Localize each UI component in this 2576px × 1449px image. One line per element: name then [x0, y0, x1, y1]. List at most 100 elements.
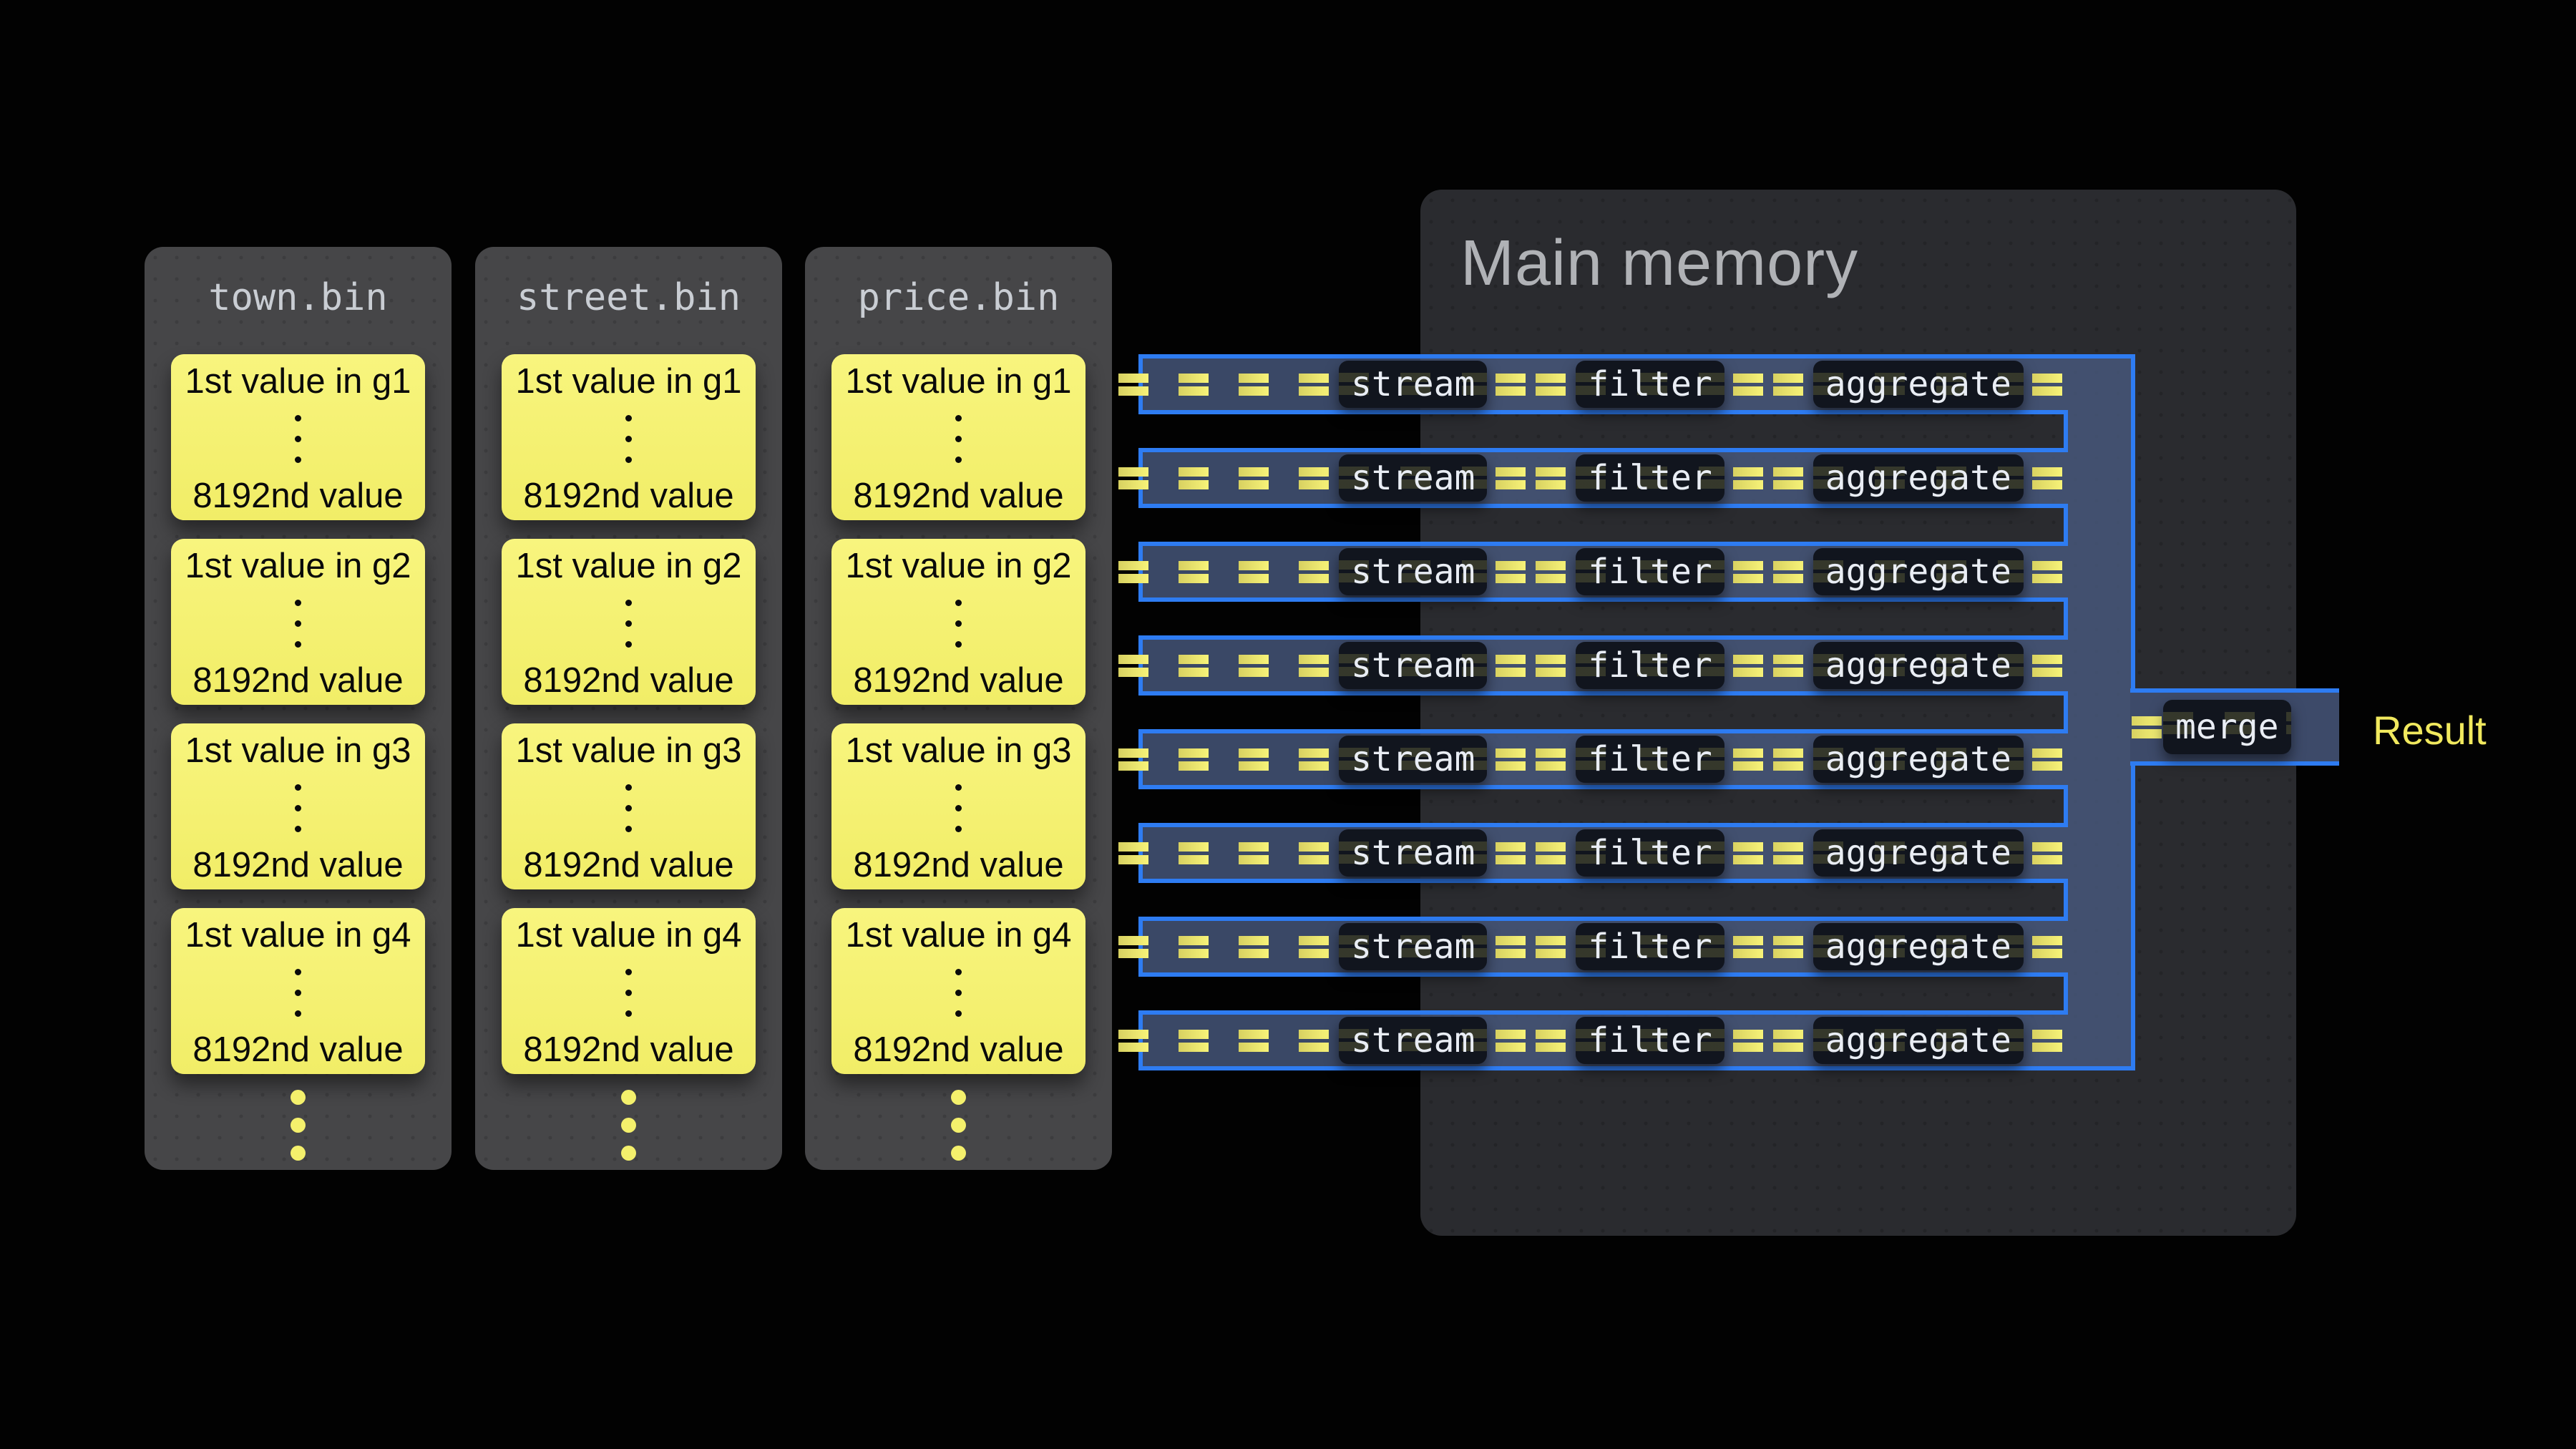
- ellipsis-dot-icon: [621, 1118, 636, 1133]
- data-flow-dash-icon: [1536, 467, 1566, 489]
- values-ellipsis-icon: [295, 599, 301, 648]
- data-flow-dash-icon: [1536, 935, 1566, 958]
- ellipsis-dot-icon: [625, 620, 632, 627]
- aggregate-operator-box: aggregate: [1813, 642, 2024, 689]
- row-group-last-value-label: 8192nd value: [192, 661, 404, 700]
- ellipsis-dot-icon: [955, 640, 962, 648]
- row-group-last-value-label: 8192nd value: [853, 661, 1064, 700]
- data-flow-dash-icon: [1118, 1029, 1148, 1052]
- ellipsis-dot-icon: [291, 1146, 306, 1161]
- data-flow-dash-icon: [1496, 654, 1526, 677]
- data-flow-dash-icon: [1536, 654, 1566, 677]
- data-flow-dash-icon: [1179, 373, 1209, 396]
- row-group-first-value-label: 1st value in g3: [185, 731, 411, 770]
- merge-connector: merge: [2130, 688, 2339, 766]
- row-group-first-value-label: 1st value in g1: [515, 362, 742, 401]
- data-flow-dash-icon: [1772, 560, 1803, 583]
- ellipsis-dot-icon: [625, 804, 632, 811]
- row-group-cell: 1st value in g4 8192nd value: [502, 908, 756, 1074]
- filter-operator-box: filter: [1576, 923, 1724, 970]
- ellipsis-dot-icon: [625, 1010, 632, 1017]
- data-flow-dash-icon: [1496, 748, 1526, 771]
- row-group-last-value-label: 8192nd value: [192, 846, 404, 884]
- data-flow-dash-icon: [1536, 373, 1566, 396]
- values-ellipsis-icon: [955, 784, 962, 832]
- ellipsis-dot-icon: [625, 414, 632, 421]
- data-flow-dash-icon: [1732, 935, 1763, 958]
- data-flow-dash-icon: [1299, 467, 1329, 489]
- row-group-last-value-label: 8192nd value: [853, 1030, 1064, 1069]
- data-flow-dash-icon: [1239, 373, 1269, 396]
- data-flow-dash-icon: [1179, 935, 1209, 958]
- more-row-groups-ellipsis-icon: [145, 1090, 452, 1161]
- stream-operator-box: stream: [1339, 454, 1487, 502]
- row-group-last-value-label: 8192nd value: [523, 661, 734, 700]
- values-ellipsis-icon: [955, 599, 962, 648]
- ellipsis-dot-icon: [295, 599, 301, 606]
- ellipsis-dot-icon: [955, 784, 962, 791]
- data-flow-dash-icon: [2031, 1029, 2062, 1052]
- data-flow-dash-icon: [1772, 373, 1803, 396]
- file-column: price.bin 1st value in g1 8192nd value 1…: [805, 247, 1112, 1170]
- data-flow-dash-icon: [1239, 654, 1269, 677]
- pipeline-notch-border: [2064, 879, 2068, 921]
- data-flow-dash-icon: [1536, 841, 1566, 864]
- pipeline-row: stream filter aggregate: [1118, 823, 2068, 883]
- data-flow-dash-icon: [2132, 716, 2162, 738]
- ellipsis-dot-icon: [295, 804, 301, 811]
- data-flow-dash-icon: [1536, 560, 1566, 583]
- aggregate-operator-box: aggregate: [1813, 736, 2024, 783]
- row-group-first-value-label: 1st value in g3: [515, 731, 742, 770]
- data-flow-dash-icon: [1239, 467, 1269, 489]
- filter-operator-box: filter: [1576, 829, 1724, 877]
- pipeline-notch-border: [2064, 410, 2068, 452]
- data-flow-dash-icon: [1496, 467, 1526, 489]
- file-column: street.bin 1st value in g1 8192nd value …: [475, 247, 782, 1170]
- values-ellipsis-icon: [955, 968, 962, 1017]
- ellipsis-dot-icon: [625, 784, 632, 791]
- row-group-first-value-label: 1st value in g2: [185, 547, 411, 585]
- data-flow-dash-icon: [1179, 748, 1209, 771]
- file-column-cells: 1st value in g1 8192nd value 1st value i…: [145, 354, 452, 1074]
- more-row-groups-ellipsis-icon: [805, 1090, 1112, 1161]
- pipeline-spine: [2068, 354, 2135, 1070]
- ellipsis-dot-icon: [295, 620, 301, 627]
- ellipsis-dot-icon: [621, 1090, 636, 1105]
- data-flow-dash-icon: [1239, 935, 1269, 958]
- data-flow-dash-icon: [1732, 748, 1763, 771]
- row-group-last-value-label: 8192nd value: [853, 846, 1064, 884]
- stream-operator-box: stream: [1339, 361, 1487, 408]
- data-flow-dash-icon: [1299, 560, 1329, 583]
- data-flow-dash-icon: [1732, 1029, 1763, 1052]
- row-group-first-value-label: 1st value in g4: [515, 916, 742, 955]
- row-group-cell: 1st value in g2 8192nd value: [831, 539, 1085, 705]
- data-flow-dash-icon: [1772, 841, 1803, 864]
- row-group-last-value-label: 8192nd value: [192, 477, 404, 515]
- data-flow-dash-icon: [1732, 467, 1763, 489]
- data-flow-dash-icon: [1239, 560, 1269, 583]
- row-group-last-value-label: 8192nd value: [853, 477, 1064, 515]
- values-ellipsis-icon: [625, 784, 632, 832]
- data-flow-dash-icon: [1299, 1029, 1329, 1052]
- row-group-last-value-label: 8192nd value: [523, 846, 734, 884]
- ellipsis-dot-icon: [955, 414, 962, 421]
- ellipsis-dot-icon: [951, 1118, 966, 1133]
- ellipsis-dot-icon: [955, 1010, 962, 1017]
- row-group-first-value-label: 1st value in g4: [845, 916, 1072, 955]
- pipeline-notch-border: [2064, 972, 2068, 1015]
- ellipsis-dot-icon: [955, 599, 962, 606]
- data-flow-dash-icon: [1239, 1029, 1269, 1052]
- row-group-cell: 1st value in g1 8192nd value: [502, 354, 756, 520]
- row-group-cell: 1st value in g4 8192nd value: [171, 908, 425, 1074]
- data-flow-dash-icon: [1732, 841, 1763, 864]
- filter-operator-box: filter: [1576, 642, 1724, 689]
- ellipsis-dot-icon: [625, 989, 632, 996]
- data-flow-dash-icon: [2031, 467, 2062, 489]
- stream-operator-box: stream: [1339, 923, 1487, 970]
- pipeline-notch-border: [2064, 785, 2068, 827]
- main-memory-title: Main memory: [1460, 228, 1859, 299]
- data-flow-dash-icon: [1496, 935, 1526, 958]
- pipeline-row: stream filter aggregate: [1118, 635, 2068, 696]
- data-flow-dash-icon: [1118, 748, 1148, 771]
- row-group-first-value-label: 1st value in g2: [515, 547, 742, 585]
